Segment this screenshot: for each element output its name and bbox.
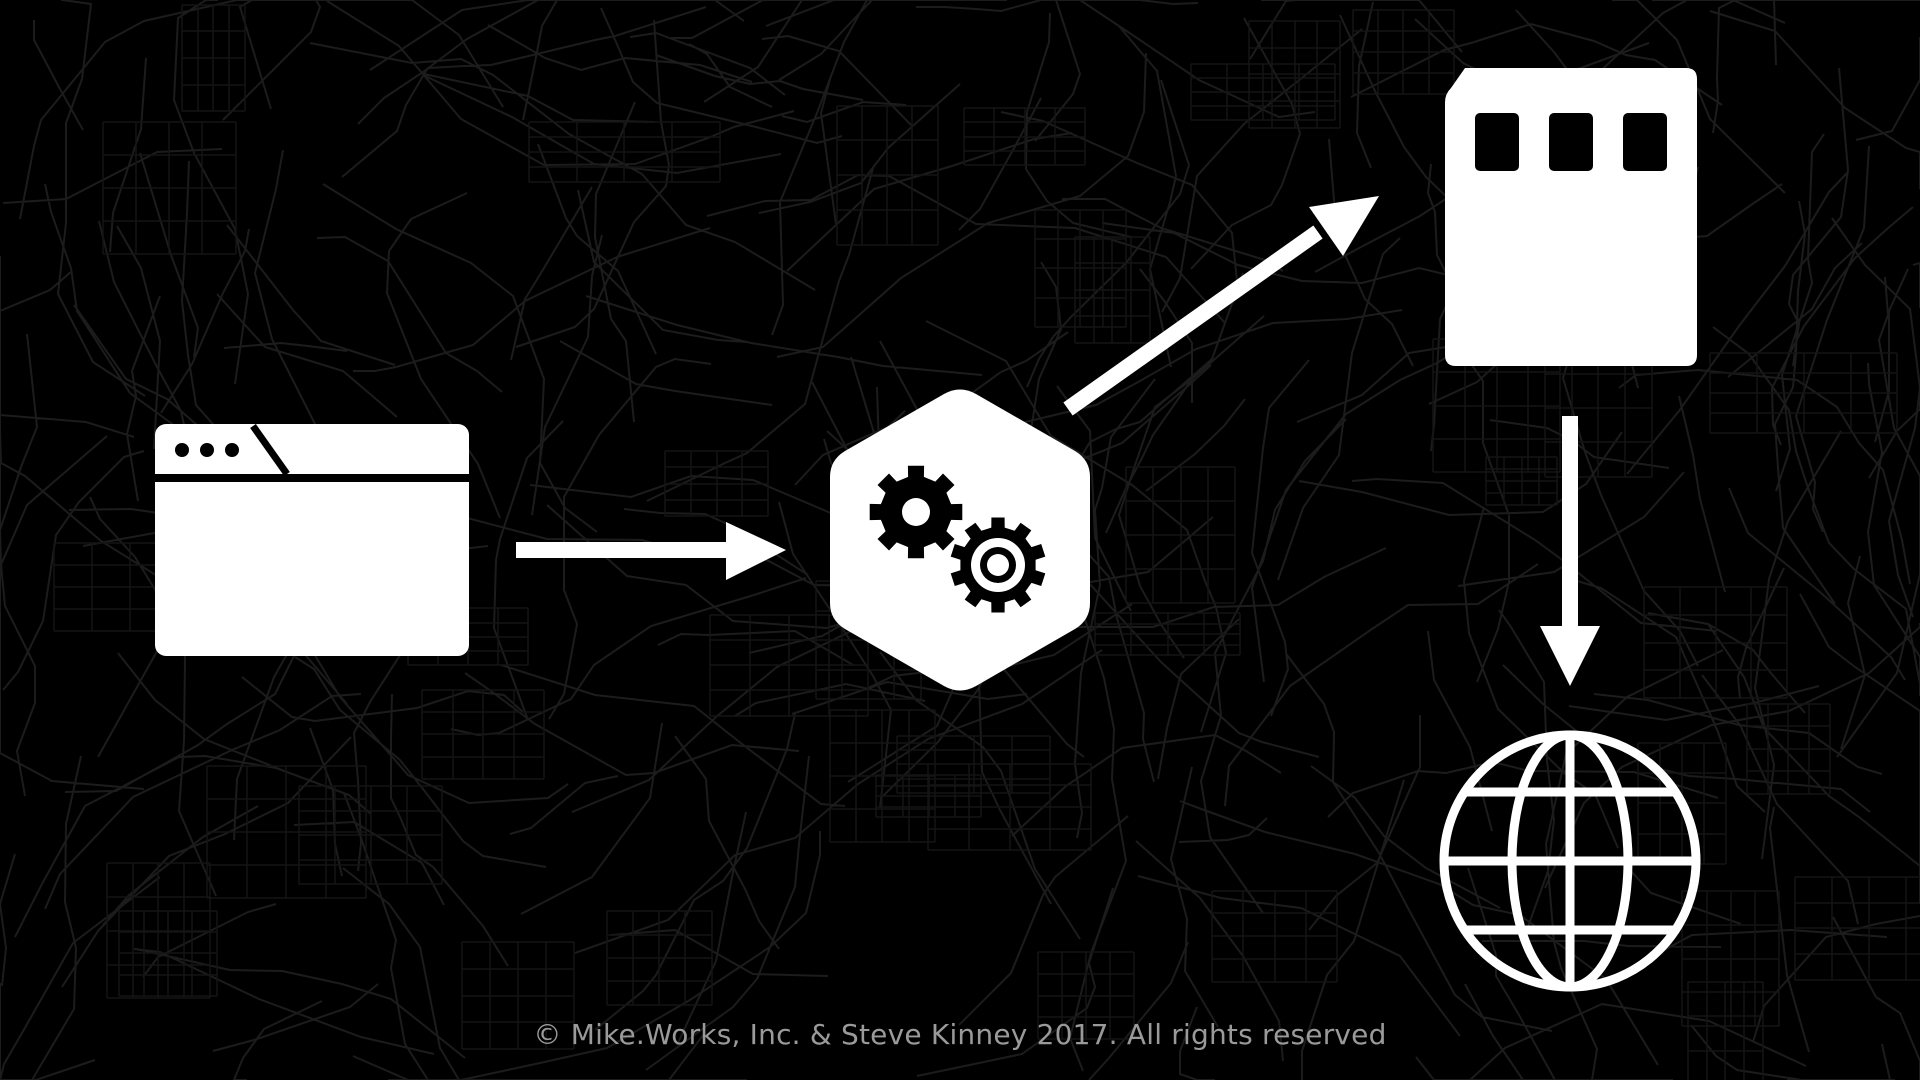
gear-small-outline-icon: [950, 517, 1046, 613]
globe-icon: [1439, 730, 1701, 992]
copyright-footer: © Mike.Works, Inc. & Steve Kinney 2017. …: [533, 1018, 1387, 1051]
sd-card-icon: [1445, 68, 1697, 366]
browser-window-icon: [155, 423, 469, 656]
gears-hexagon-icon: [830, 389, 1090, 691]
gear-large-icon: [869, 465, 963, 559]
arrow-down-icon: [1540, 416, 1600, 686]
arrow-up-right-icon: [1063, 196, 1379, 416]
arrow-right-icon: [516, 522, 786, 580]
